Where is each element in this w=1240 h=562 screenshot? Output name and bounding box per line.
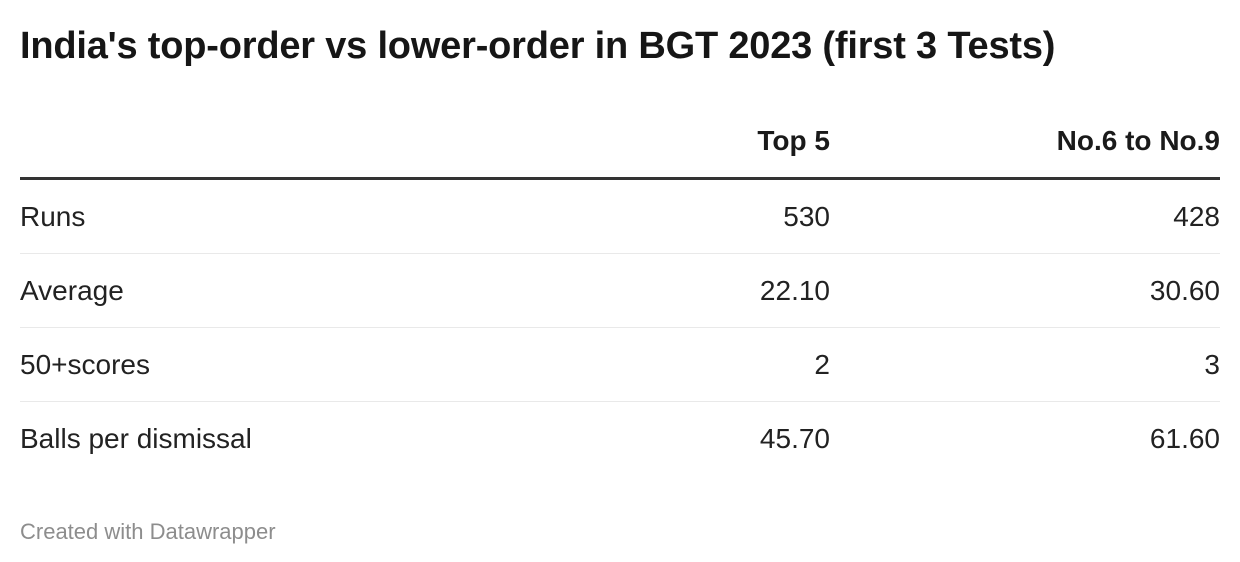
- cell-value: 22.10: [440, 253, 830, 328]
- cell-value: 3: [830, 327, 1220, 402]
- chart-footer: Created with Datawrapper: [20, 519, 1220, 545]
- table-row: Runs 530 428: [20, 178, 1220, 254]
- table-row: 50+scores 2 3: [20, 327, 1220, 402]
- row-label: Runs: [20, 178, 440, 254]
- row-label: Balls per dismissal: [20, 423, 252, 454]
- table-header-row: Top 5 No.6 to No.9: [20, 126, 1220, 180]
- row-label: Average: [20, 253, 440, 328]
- table-row: Average 22.10 30.60: [20, 253, 1220, 328]
- row-label: 50+scores: [20, 327, 440, 402]
- datawrapper-attribution-link[interactable]: Created with Datawrapper: [20, 519, 276, 544]
- cell-value: 61.60: [1149, 423, 1220, 454]
- cell-value: 530: [440, 178, 830, 254]
- column-header-no6-to-no9: No.6 to No.9: [830, 126, 1220, 180]
- column-header-top5: Top 5: [440, 126, 830, 180]
- column-header-blank: [20, 126, 440, 180]
- cell-value: 45.70: [759, 423, 830, 454]
- chart-title: India's top-order vs lower-order in BGT …: [20, 25, 1056, 67]
- cell-value: 2: [440, 327, 830, 402]
- stats-table: Top 5 No.6 to No.9 Runs 530 428 Average …: [20, 126, 1220, 475]
- cell-value: 428: [830, 178, 1220, 254]
- cell-value: 30.60: [830, 253, 1220, 328]
- table-row: Balls per dismissal 45.70 61.60: [20, 402, 1220, 476]
